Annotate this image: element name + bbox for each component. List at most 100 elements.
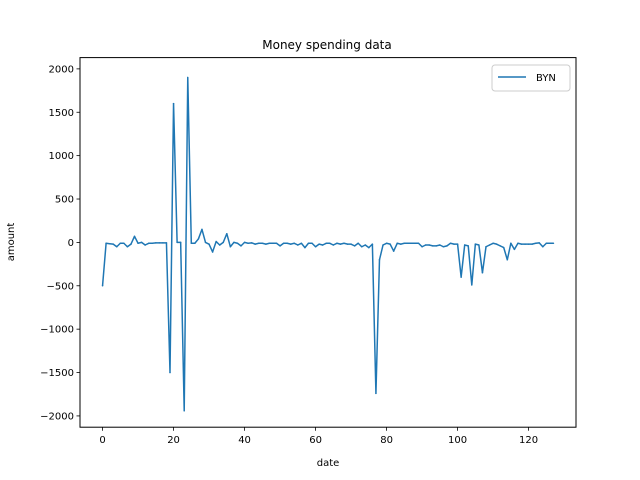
data-point: [421, 245, 423, 248]
data-point: [208, 243, 210, 245]
y-tick-label: 1000: [49, 151, 74, 162]
data-point: [172, 102, 175, 105]
data-point: [428, 244, 430, 246]
data-point: [353, 245, 356, 247]
data-point: [325, 242, 327, 245]
y-tick-label: 2000: [49, 64, 74, 75]
data-point: [545, 242, 548, 245]
data-point: [101, 285, 104, 287]
legend: BYN: [491, 64, 571, 92]
data-point: [403, 242, 406, 245]
data-point: [243, 241, 246, 244]
data-point: [162, 242, 164, 244]
data-point: [176, 241, 178, 244]
data-point: [304, 246, 306, 249]
data-point: [108, 242, 111, 245]
data-point: [343, 242, 345, 245]
data-point: [268, 242, 271, 245]
data-point: [534, 242, 537, 245]
data-point: [297, 244, 299, 246]
data-point: [240, 245, 242, 247]
data-point: [250, 242, 253, 244]
data-point: [375, 392, 377, 395]
y-tick-label: −2000: [40, 411, 74, 422]
data-point: [147, 242, 150, 245]
data-point: [233, 241, 235, 244]
data-point: [400, 243, 402, 245]
data-point: [357, 242, 359, 245]
data-point: [321, 244, 324, 246]
data-point: [119, 242, 122, 245]
data-point: [201, 228, 203, 231]
data-point: [282, 242, 285, 245]
data-point: [179, 241, 182, 244]
data-point: [211, 251, 214, 253]
chart-title: Money spending data: [262, 38, 391, 52]
data-point: [538, 242, 540, 244]
data-point: [318, 243, 320, 245]
data-point: [456, 243, 459, 245]
data-point: [226, 232, 228, 235]
plot-area: [101, 76, 555, 412]
data-point: [187, 76, 189, 79]
data-point: [229, 245, 232, 248]
data-point: [439, 244, 441, 246]
data-point: [112, 243, 114, 245]
data-point: [385, 242, 388, 245]
data-point: [417, 242, 420, 245]
data-point: [364, 244, 367, 246]
x-axis-label: date: [317, 458, 340, 469]
data-point: [140, 241, 143, 244]
data-point: [495, 243, 498, 245]
x-tick-label: 20: [167, 435, 180, 446]
data-point: [346, 243, 349, 245]
data-point: [329, 242, 331, 245]
data-point: [488, 244, 491, 246]
data-point: [410, 242, 413, 245]
data-point: [407, 242, 409, 245]
data-point: [258, 242, 260, 245]
data-point: [158, 242, 161, 244]
x-tick-label: 40: [238, 435, 251, 446]
data-point: [360, 245, 363, 248]
data-point: [382, 244, 384, 246]
data-point: [222, 241, 225, 244]
data-point: [300, 242, 303, 245]
x-tick-label: 0: [99, 435, 105, 446]
data-point: [396, 242, 398, 245]
data-point: [204, 241, 207, 244]
data-point: [215, 240, 217, 243]
data-point: [339, 243, 342, 245]
data-point: [311, 242, 313, 245]
data-point: [492, 242, 494, 245]
data-point: [431, 245, 434, 247]
data-point: [520, 243, 523, 245]
data-point: [133, 235, 136, 238]
data-point: [144, 244, 146, 246]
data-point: [350, 243, 352, 245]
x-axis: 0 20 40 60 80 100 120: [99, 427, 538, 446]
data-point: [123, 242, 125, 245]
y-tick-label: 500: [55, 195, 74, 206]
data-point: [449, 242, 452, 245]
x-tick-label: 80: [380, 435, 393, 446]
data-point: [542, 245, 544, 248]
data-point: [155, 242, 157, 244]
data-point: [126, 245, 129, 248]
y-tick-label: −1500: [40, 368, 74, 379]
data-point: [471, 284, 473, 286]
data-point: [293, 242, 296, 245]
data-point: [503, 246, 505, 249]
data-point: [105, 242, 107, 245]
data-point: [261, 242, 264, 245]
data-point: [474, 243, 477, 245]
data-point: [332, 244, 335, 246]
data-point: [218, 244, 221, 246]
legend-label-byn: BYN: [536, 73, 556, 84]
data-point: [424, 244, 427, 246]
data-point: [190, 242, 193, 245]
data-point: [513, 248, 516, 251]
data-point: [467, 245, 469, 247]
data-point: [130, 243, 132, 245]
